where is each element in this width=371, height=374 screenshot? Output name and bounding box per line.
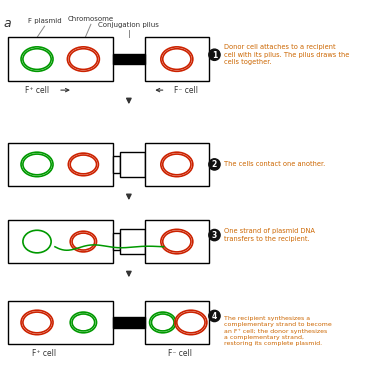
- Text: 2: 2: [212, 160, 217, 169]
- Text: F⁻ cell: F⁻ cell: [168, 349, 192, 358]
- Text: 3: 3: [212, 231, 217, 240]
- Bar: [145, 37, 209, 81]
- Text: Chromosome: Chromosome: [68, 16, 114, 22]
- Text: Conjugation pilus: Conjugation pilus: [98, 22, 159, 28]
- Bar: [145, 220, 209, 263]
- Text: The recipient synthesizes a
complementary strand to become
an F⁺ cell; the donor: The recipient synthesizes a complementar…: [224, 316, 332, 346]
- Circle shape: [209, 159, 220, 170]
- Text: The cells contact one another.: The cells contact one another.: [224, 162, 325, 168]
- Text: F⁺ cell: F⁺ cell: [32, 349, 56, 358]
- Circle shape: [209, 229, 220, 241]
- Text: 4: 4: [212, 312, 217, 321]
- Bar: [113, 54, 145, 64]
- Bar: [113, 156, 121, 173]
- Bar: [113, 317, 145, 328]
- Text: One strand of plasmid DNA
transfers to the recipient.: One strand of plasmid DNA transfers to t…: [224, 228, 315, 242]
- Bar: [145, 301, 209, 344]
- Text: F plasmid: F plasmid: [28, 18, 61, 24]
- Bar: [7, 301, 113, 344]
- Text: F⁺ cell: F⁺ cell: [25, 86, 49, 95]
- Bar: [7, 37, 113, 81]
- Circle shape: [209, 310, 220, 322]
- Text: F⁻ cell: F⁻ cell: [174, 86, 198, 95]
- Bar: [121, 229, 145, 254]
- Text: 1: 1: [212, 51, 217, 60]
- Bar: [7, 220, 113, 263]
- Bar: [145, 143, 209, 186]
- Circle shape: [209, 49, 220, 60]
- Text: a: a: [4, 17, 12, 30]
- Bar: [121, 152, 145, 177]
- Bar: [7, 143, 113, 186]
- Bar: [113, 233, 121, 250]
- Text: Donor cell attaches to a recipient
cell with its pilus. The pilus draws the
cell: Donor cell attaches to a recipient cell …: [224, 44, 349, 65]
